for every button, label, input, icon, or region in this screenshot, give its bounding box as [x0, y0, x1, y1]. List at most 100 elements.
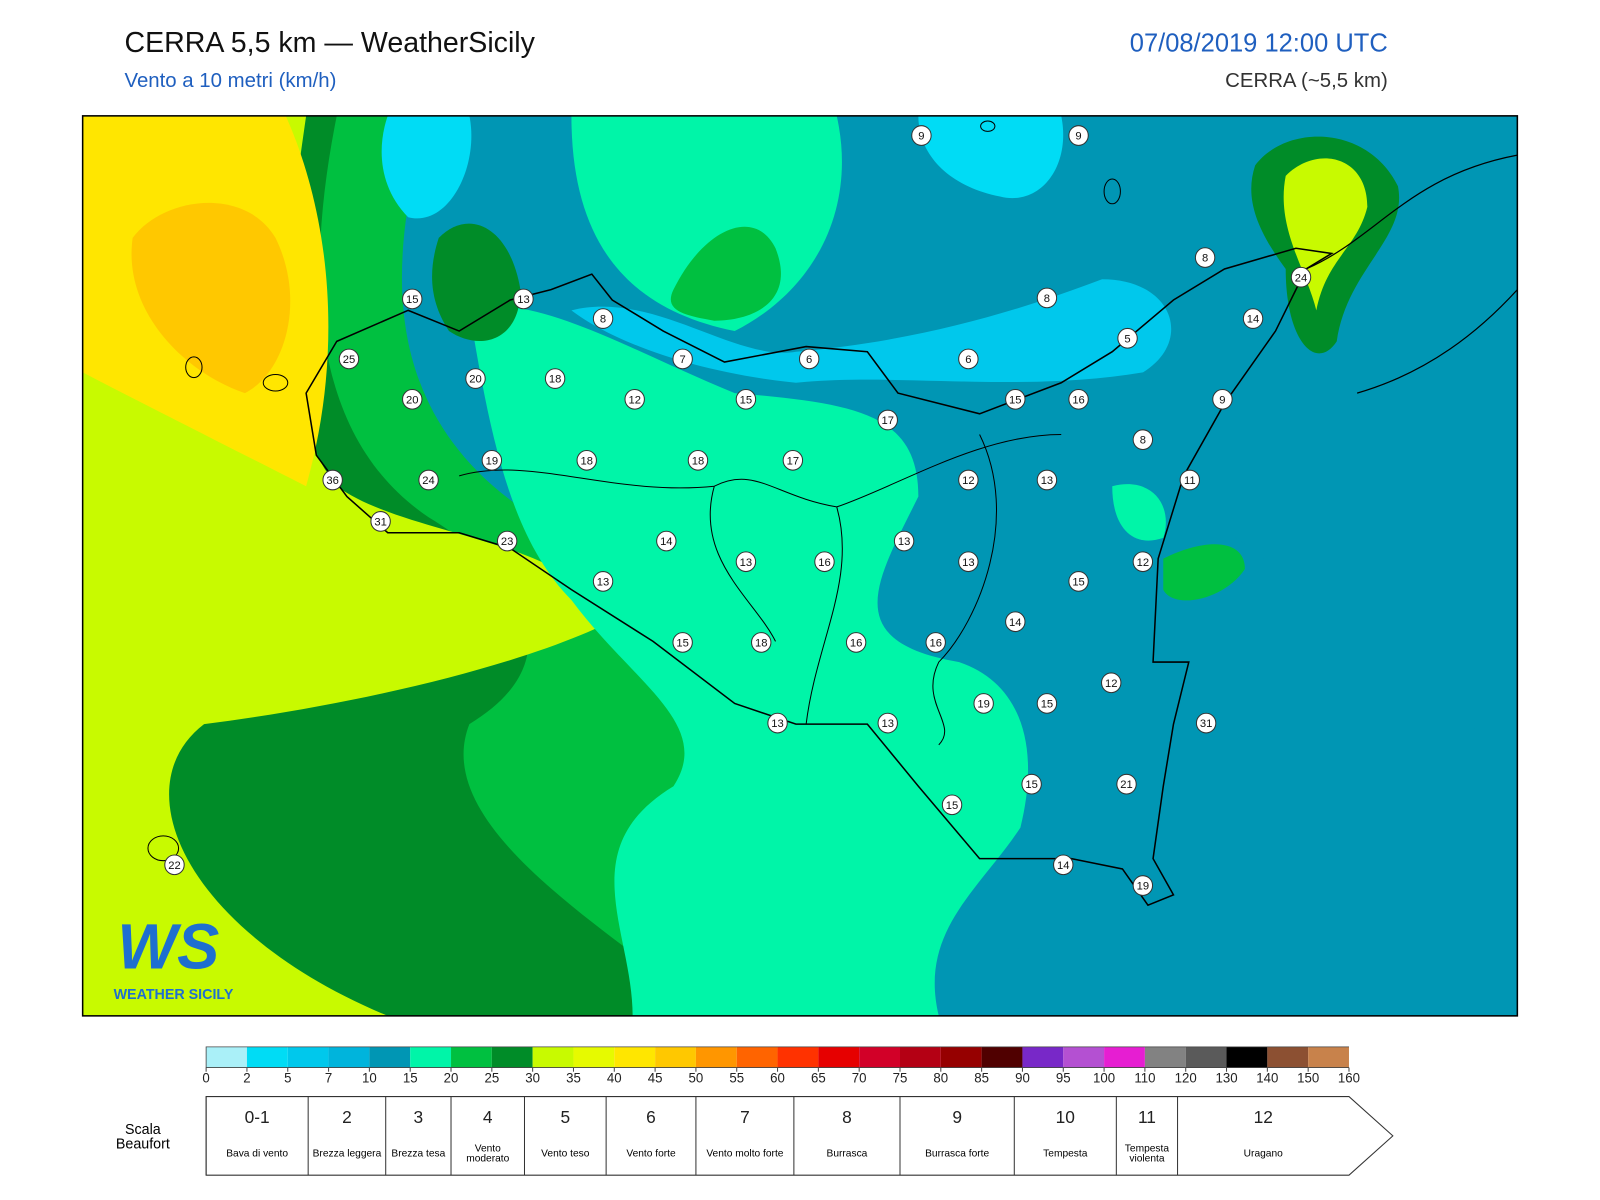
station-value: 21 [1120, 779, 1132, 791]
logo: WS WEATHER SICILY [114, 911, 234, 1003]
colorbar-segment [1308, 1046, 1349, 1068]
station-marker [370, 511, 391, 532]
colorbar-tick-label: 30 [525, 1070, 540, 1085]
station-marker [877, 712, 898, 734]
colorbar-tick-label: 80 [933, 1070, 948, 1085]
colorbar: 0 2 5 7 10 15 20 25 30 35 40 45 50 55 60 65 70 75 80 85 90 95… [202, 1046, 1360, 1086]
colorbar-tick-label: 75 [893, 1070, 908, 1085]
beaufort-number: 4 [483, 1107, 493, 1127]
station-marker [592, 571, 614, 592]
field-cyan-nw [381, 115, 472, 219]
colorbar-segment [369, 1046, 411, 1068]
beaufort-description-box: Vento forte [626, 1148, 676, 1160]
beaufort-description: Tempesta violenta [1124, 1143, 1170, 1165]
station-marker [941, 794, 963, 816]
station-marker [1116, 773, 1137, 795]
colorbar-tick-label: 45 [648, 1070, 663, 1085]
beaufort-description: Vento molto forte [706, 1148, 784, 1160]
station-value: 8 [600, 314, 606, 326]
datetime: 07/08/2019 12:00 UTC [1130, 29, 1388, 57]
station-marker [1036, 287, 1058, 309]
beaufort-number: 2 [342, 1107, 352, 1127]
station-marker [893, 530, 915, 552]
station-value: 17 [882, 415, 894, 427]
logo-mark: WS [117, 911, 219, 982]
station-marker [751, 632, 772, 653]
station-marker [958, 469, 979, 491]
beaufort-number: 10 [1056, 1107, 1076, 1127]
station-marker [735, 551, 757, 573]
station-value: 15 [406, 294, 418, 306]
colorbar-segment [1144, 1046, 1186, 1068]
beaufort-description: Vento teso [541, 1148, 590, 1160]
station-marker [481, 450, 503, 471]
colorbar-segment [614, 1046, 656, 1068]
station-value: 13 [597, 576, 609, 588]
colorbar-tick-label: 65 [811, 1070, 826, 1085]
beaufort-description: Vento moderato [466, 1143, 510, 1165]
beaufort-description: Bava di vento [226, 1148, 289, 1160]
station-marker [656, 530, 677, 552]
station-value: 14 [1247, 314, 1259, 326]
beaufort-number: 5 [560, 1107, 570, 1127]
colorbar-segment [695, 1046, 737, 1068]
station-marker [767, 712, 788, 734]
field-mint [469, 306, 1029, 1016]
station-value: 31 [1200, 718, 1212, 730]
station-marker [877, 409, 898, 431]
station-value: 14 [1057, 860, 1069, 872]
station-value: 15 [946, 800, 958, 812]
beaufort-number: 7 [740, 1107, 750, 1127]
station-marker [1036, 693, 1058, 714]
colorbar-segment [1226, 1046, 1268, 1068]
station-marker [624, 388, 645, 410]
colorbar-tick-label: 120 [1175, 1070, 1197, 1085]
beaufort-number: 3 [414, 1107, 424, 1127]
beaufort-description: Tempesta [1043, 1148, 1088, 1160]
subtitle: Vento a 10 metri (km/h) [124, 69, 336, 92]
colorbar-tick-label: 90 [1015, 1070, 1030, 1085]
beaufort-description-box: Vento molto forte [706, 1148, 784, 1160]
station-marker [1053, 854, 1074, 876]
station-marker [672, 632, 693, 653]
station-marker [544, 368, 566, 389]
colorbar-segment [900, 1046, 941, 1068]
beaufort-description: Vento forte [626, 1148, 676, 1160]
station-marker [338, 348, 360, 370]
station-value: 17 [787, 455, 799, 467]
station-value: 24 [1295, 272, 1307, 284]
station-value: 7 [680, 354, 686, 366]
colorbar-tick-label: 85 [974, 1070, 989, 1085]
station-value: 12 [1137, 557, 1149, 569]
field-green-east [1163, 544, 1245, 601]
station-marker [1132, 429, 1154, 451]
station-marker [925, 632, 946, 653]
colorbar-tick-label: 130 [1215, 1070, 1237, 1085]
station-value: 15 [676, 637, 688, 649]
station-marker [402, 288, 423, 310]
station-marker [418, 469, 439, 491]
field-orange [131, 202, 291, 394]
station-value: 16 [929, 637, 941, 649]
colorbar-tick-label: 10 [362, 1070, 377, 1085]
island [185, 356, 203, 379]
colorbar-segment [777, 1046, 819, 1068]
colorbar-tick-label: 95 [1056, 1070, 1071, 1085]
station-value: 18 [755, 637, 767, 649]
station-value: 11 [1184, 475, 1196, 487]
beaufort-outline [205, 1096, 1394, 1176]
island [147, 835, 180, 862]
colorbar-tick-label: 7 [325, 1070, 332, 1085]
colorbar-segment [818, 1046, 860, 1068]
field-mint-east [1112, 484, 1166, 541]
station-marker [1036, 469, 1058, 491]
station-marker [322, 469, 343, 491]
station-marker [1068, 388, 1089, 410]
station-marker [592, 308, 614, 329]
station-marker [1021, 773, 1042, 795]
station-value: 19 [1137, 880, 1149, 892]
station-marker [735, 388, 757, 410]
station-value: 13 [517, 294, 529, 306]
beaufort-description-box: Vento moderato [466, 1143, 510, 1165]
